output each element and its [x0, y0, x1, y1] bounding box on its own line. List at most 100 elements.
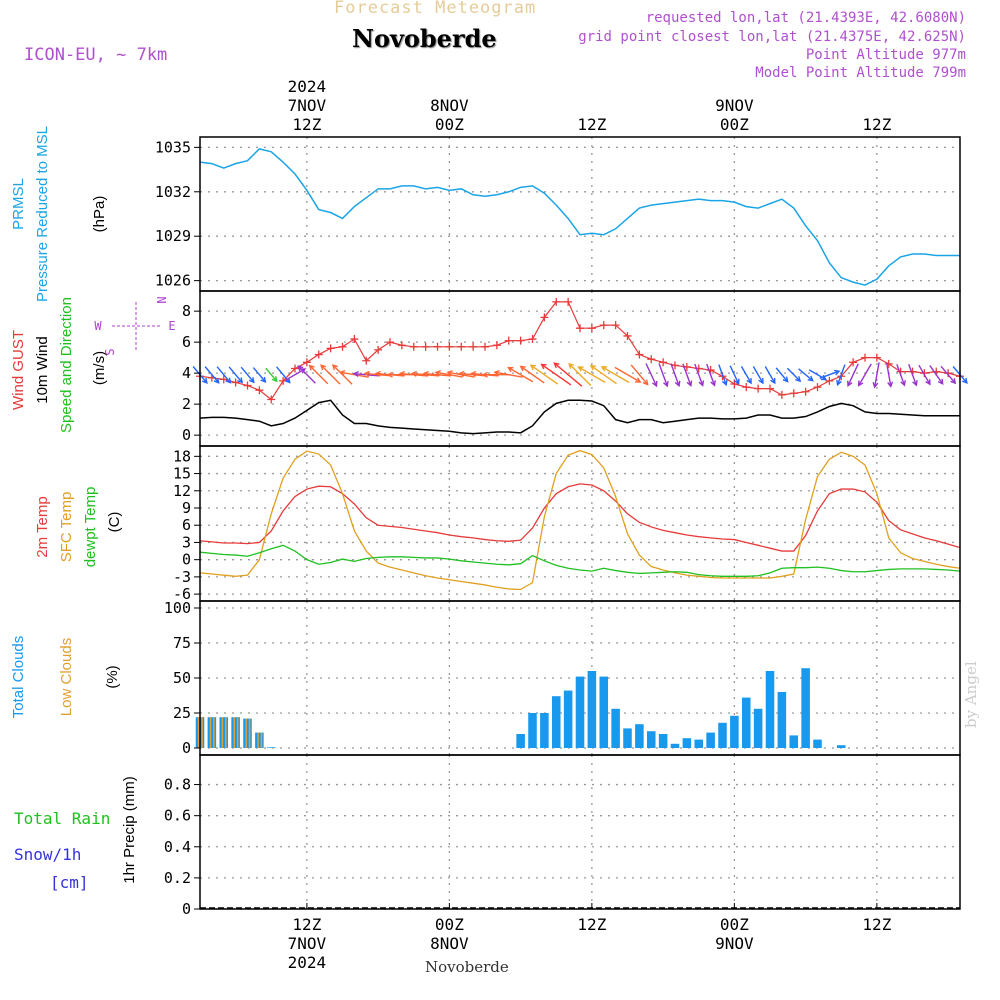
- wind-arrow-shaft: [578, 366, 606, 383]
- y-tick-label: 6: [182, 333, 191, 351]
- time-label-bottom: 9NOV: [715, 934, 754, 953]
- gust-point-marker: [825, 376, 834, 385]
- gust-point-marker: [564, 297, 573, 306]
- wind-arrow-shaft: [520, 365, 545, 384]
- wind-arrow-head: [807, 375, 814, 382]
- gust-point-marker: [302, 358, 311, 367]
- wind-arrow-head: [568, 362, 575, 369]
- total-cloud-bar: [599, 676, 609, 748]
- y-tick-label: 0: [182, 426, 191, 444]
- y-tick-label: 0: [182, 739, 191, 757]
- wind-arrow-shaft: [340, 371, 369, 378]
- wind-arrow-shaft: [682, 363, 692, 386]
- wind-arrow-shaft: [423, 372, 452, 377]
- wind-arrow-head: [950, 378, 957, 385]
- wind-arrow-head: [398, 370, 406, 377]
- wind-arrow-shaft: [670, 363, 680, 386]
- chart-subtitle: Forecast Meteogram: [334, 0, 537, 18]
- wind-series-line: [199, 399, 960, 435]
- time-label-top: 00Z: [720, 115, 749, 134]
- gust-point-marker: [754, 384, 763, 393]
- wind-arrow-shaft: [658, 363, 668, 387]
- wind-arrow-head: [410, 370, 417, 377]
- y-tick-label: 1029: [155, 227, 191, 245]
- total-cloud-bar: [741, 697, 751, 748]
- total-cloud-bar: [255, 732, 264, 748]
- wind-unit-label: (m/s): [91, 351, 108, 385]
- wind-arrow-shaft: [694, 363, 704, 386]
- y-tick-label: 0.4: [164, 838, 191, 856]
- text-layer: 102610291032103502468-6-3036912151802550…: [10, 77, 892, 972]
- compass-north: N: [155, 296, 169, 303]
- gust-point-marker: [421, 342, 430, 351]
- pressure-unit-label: (hPa): [91, 196, 108, 233]
- total-cloud-bar: [540, 713, 549, 748]
- gust-point-marker: [255, 386, 264, 395]
- wind-arrow-head: [698, 380, 705, 387]
- total-cloud-bar: [516, 734, 525, 748]
- footer-location: Novoberde: [425, 958, 509, 976]
- wind-arrow-shaft: [530, 364, 559, 385]
- low-cloud-bar: [245, 718, 247, 748]
- total-cloud-bar: [670, 743, 680, 748]
- y-tick-label: 0.8: [164, 776, 191, 794]
- y-tick-label: 18: [173, 447, 191, 465]
- total-cloud-bar: [694, 739, 704, 748]
- wind-arrow-head: [248, 377, 255, 384]
- wind-arrow-head: [434, 370, 441, 377]
- compass-west: W: [94, 319, 102, 333]
- total-cloud-bar: [551, 696, 561, 748]
- wind-arrow-head: [652, 380, 658, 388]
- y-tick-label: 75: [173, 634, 191, 652]
- gust-point-marker: [647, 355, 656, 364]
- low-cloud-bar: [209, 717, 212, 748]
- time-label-top: 00Z: [435, 115, 464, 134]
- wind-arrow-head: [833, 369, 841, 376]
- gust-point-marker: [611, 321, 620, 330]
- total-cloud-bar: [682, 738, 692, 748]
- rain-label: Total Rain: [14, 809, 110, 828]
- total-cloud-bar: [575, 676, 585, 748]
- snow-label: Snow/1h: [14, 845, 81, 864]
- y-tick-label: -3: [173, 568, 191, 586]
- gust-point-marker: [457, 342, 466, 351]
- wind-arrow-head: [529, 364, 536, 371]
- total-cloud-bar: [801, 668, 810, 748]
- low-cloud-bar: [260, 732, 263, 748]
- total-cloud-bar: [219, 717, 229, 748]
- wind-arrow-head: [642, 379, 649, 386]
- chart-title: Novoberde: [352, 24, 497, 53]
- compass-east: E: [168, 319, 175, 333]
- low-cloud-bar: [201, 717, 203, 748]
- gust-point-marker: [944, 369, 953, 378]
- wind-arrow-shaft: [435, 371, 463, 378]
- wind-arrow-shaft: [265, 367, 278, 382]
- wind-arrow-head: [260, 376, 267, 383]
- total-cloud-bar: [777, 692, 787, 748]
- y-tick-label: 100: [164, 599, 191, 617]
- low-cloud-bar: [233, 717, 236, 748]
- gust-point-marker: [409, 342, 418, 351]
- y-tick-label: 15: [173, 465, 191, 483]
- gust-point-marker: [481, 342, 489, 351]
- y-tick-label: 4: [182, 364, 191, 382]
- wind-arrow-shaft: [276, 366, 291, 384]
- low-clouds-label: Low Clouds: [58, 638, 75, 716]
- y-tick-label: 1032: [155, 183, 191, 201]
- wind-arrow-shaft: [764, 366, 776, 384]
- wind-arrow-shaft: [706, 363, 716, 386]
- y-tick-label: 0.6: [164, 807, 191, 825]
- wind-arrow-head: [225, 377, 232, 384]
- time-label-bottom: 00Z: [435, 915, 464, 934]
- wind-dir-label: Speed and Direction: [58, 297, 75, 433]
- wind-arrow-head: [284, 377, 291, 384]
- gust-point-marker: [291, 364, 299, 373]
- data-layer: [192, 148, 968, 748]
- wind-arrow-head: [770, 377, 776, 385]
- gust-point-marker: [623, 331, 632, 340]
- wind-arrow-shaft: [798, 368, 814, 382]
- grid-layer: [200, 137, 960, 910]
- total-cloud-bar: [231, 717, 240, 748]
- pressure-label: PRMSL: [10, 178, 27, 230]
- wind-arrow-head: [600, 366, 608, 372]
